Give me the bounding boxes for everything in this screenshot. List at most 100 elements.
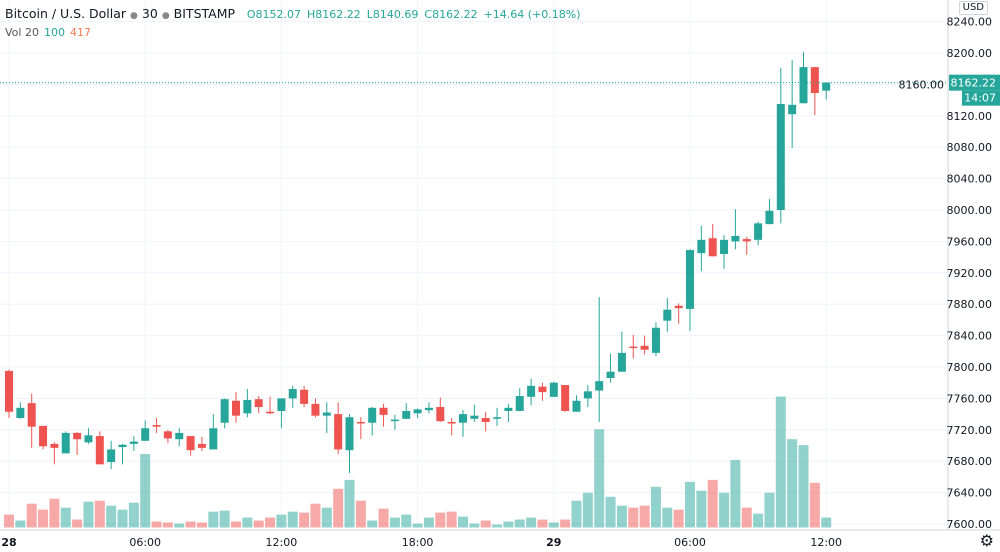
candle-body	[572, 400, 581, 412]
candle-body	[493, 417, 502, 419]
volume-bar	[117, 509, 128, 528]
volume-bar	[94, 500, 105, 528]
volume-bar	[616, 505, 627, 528]
candle-body	[50, 443, 59, 448]
candle-body	[776, 104, 785, 210]
volume-bar	[106, 505, 117, 528]
candle-body	[413, 409, 422, 414]
volume-bar	[639, 505, 650, 528]
candle-body	[175, 432, 184, 440]
symbol-legend[interactable]: Bitcoin / U.S. Dollar ● 30 ● BITSTAMP O8152.…	[5, 6, 587, 21]
separator-dot: ●	[161, 11, 170, 21]
candle-body	[674, 305, 683, 309]
candle-body	[617, 352, 626, 372]
price-tick-label: 8000.00	[947, 204, 993, 217]
volume-bar	[605, 496, 616, 528]
candle-body	[186, 436, 195, 451]
volume-bar	[196, 522, 207, 528]
currency-button[interactable]: USD	[958, 1, 988, 15]
time-tick-label: 28	[1, 536, 16, 549]
volume-bar	[628, 507, 639, 528]
volume-bar	[26, 503, 37, 528]
candle-body	[742, 239, 751, 242]
candle-body	[118, 444, 127, 448]
candle-body	[731, 235, 740, 242]
ohlc-values: O8152.07 H8162.22 L8140.69 C8162.22 +14.64 (…	[247, 8, 587, 21]
volume-bar	[60, 507, 71, 528]
volume-bar	[696, 490, 707, 528]
time-tick-label: 12:00	[266, 536, 298, 549]
volume-bar	[310, 503, 321, 528]
candle-body	[27, 403, 36, 427]
candles	[5, 52, 831, 473]
volume-bar	[333, 488, 344, 528]
candle-body	[447, 421, 456, 424]
candle-body	[583, 391, 592, 399]
candle-body	[16, 407, 25, 419]
volume-bar	[378, 508, 389, 528]
volume-bar	[423, 517, 434, 528]
volume-bar	[821, 517, 832, 528]
candle-body	[266, 411, 275, 414]
candle-body	[61, 432, 70, 454]
exchange: BITSTAMP	[173, 6, 236, 21]
candle-body	[322, 412, 331, 416]
volume-bar	[38, 509, 49, 528]
candle-body	[527, 385, 536, 397]
volume-bar	[571, 500, 582, 528]
volume-bar	[231, 521, 241, 528]
volume-bar	[673, 509, 684, 528]
volume-bar	[276, 514, 287, 528]
candle-body	[95, 436, 104, 465]
price-axis-labels: 7600.00 7640.00 7680.00 7720.00 7760.00 7800.…	[899, 16, 993, 531]
candle-body	[640, 345, 649, 350]
volume-bar	[707, 479, 718, 528]
volume-bar	[367, 520, 378, 528]
grid	[0, 0, 948, 530]
volume-bar	[344, 479, 355, 528]
volume-bar	[809, 482, 820, 528]
volume-legend[interactable]: Vol 20 100 417	[5, 26, 96, 39]
candle-body	[504, 407, 513, 411]
candle-body	[799, 67, 808, 104]
gear-icon[interactable]: ⚙	[979, 531, 994, 550]
candle-body	[515, 396, 524, 411]
candle-body	[424, 407, 433, 411]
volume-bar	[798, 445, 809, 528]
candle-body	[595, 381, 604, 391]
candle-body	[356, 421, 365, 424]
volume-bar	[242, 517, 253, 528]
price-tick-label: 7920.00	[947, 267, 993, 280]
price-tick-label: 7600.00	[947, 518, 993, 531]
volume-bar	[480, 520, 491, 528]
candle-body	[663, 309, 672, 321]
candle-body	[390, 419, 399, 422]
price-tick-label: 8040.00	[947, 173, 993, 186]
candle-body	[277, 398, 286, 411]
volume-bar	[185, 521, 196, 528]
candle-body	[788, 104, 797, 115]
time-tick-label: 06:00	[129, 536, 161, 549]
volume-bar	[219, 510, 230, 528]
low-value: L8140.69	[366, 8, 419, 21]
candle-body	[152, 425, 161, 427]
volume-bar	[548, 522, 559, 528]
change-value: +14.64 (+0.18%)	[483, 8, 581, 21]
volume-bar	[764, 492, 775, 528]
volume-bar	[526, 517, 537, 528]
volume-bar	[72, 519, 83, 528]
volume-bar	[787, 439, 798, 528]
candle-body	[470, 415, 479, 419]
volume-bar	[355, 500, 366, 528]
candle-body	[459, 414, 467, 423]
candle-body	[254, 399, 263, 408]
volume-bar	[140, 454, 151, 528]
volume-bar	[514, 519, 525, 528]
volume-bar	[253, 520, 264, 528]
price-tick-label: 8160.00	[899, 78, 945, 91]
volume-bar	[15, 520, 26, 528]
countdown-badge	[962, 90, 1000, 106]
candle-body	[209, 428, 218, 450]
candle-body	[129, 441, 138, 444]
